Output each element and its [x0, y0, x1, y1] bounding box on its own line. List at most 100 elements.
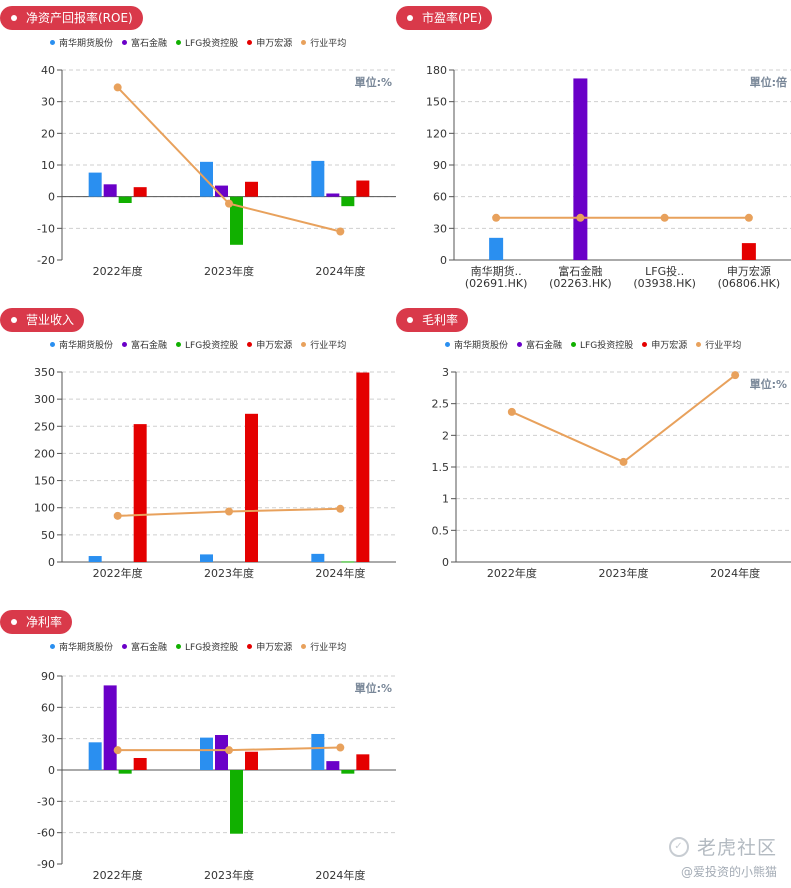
legend-swatch: [122, 342, 128, 347]
bullet-icon: [407, 15, 413, 21]
legend-item-lfg[interactable]: LFG投资控股: [571, 338, 633, 351]
bullet-icon: [11, 15, 17, 21]
y-tick-label: 30: [433, 222, 447, 235]
x-tick-label: 申万宏源: [727, 264, 771, 278]
x-tick-label: 南华期货..: [471, 264, 522, 278]
bar: [326, 193, 340, 197]
bar: [230, 770, 243, 834]
net-title: 净利率: [26, 615, 63, 629]
average-point: [507, 407, 516, 416]
legend-swatch: [247, 644, 253, 649]
y-tick-label: -10: [37, 222, 55, 235]
average-point: [113, 511, 122, 520]
y-tick-label: 300: [34, 393, 55, 406]
average-point: [619, 457, 628, 466]
legend-item-average[interactable]: 行业平均: [301, 338, 346, 351]
legend-item-fushi[interactable]: 富石金融: [122, 36, 167, 49]
legend-item-nanhua[interactable]: 南华期货股份: [50, 36, 113, 49]
y-tick-label: 60: [41, 701, 55, 714]
y-tick-label: 40: [41, 64, 55, 77]
bar: [741, 243, 756, 260]
average-point: [492, 213, 501, 222]
bar: [88, 742, 102, 770]
pe-title: 市盈率(PE): [422, 11, 483, 25]
y-tick-label: 100: [34, 502, 55, 515]
y-tick-label: 2.5: [432, 398, 450, 411]
legend-item-fushi[interactable]: 富石金融: [122, 640, 167, 653]
legend-item-lfg[interactable]: LFG投资控股: [176, 338, 238, 351]
legend-item-shenwan[interactable]: 申万宏源: [642, 338, 687, 351]
revenue-title-pill: 营业收入: [0, 308, 85, 332]
gross-legend: 南华期货股份 富石金融 LFG投资控股 申万宏源 行业平均: [445, 338, 750, 351]
roe-chart: -20 -10 0 10 20 30 40 單位:% 2022年度 2023年度 2024年度: [37, 64, 396, 278]
legend-item-nanhua[interactable]: 南华期货股份: [50, 640, 113, 653]
legend-item-average[interactable]: 行业平均: [301, 640, 346, 653]
y-tick-label: 0: [48, 191, 55, 204]
legend-item-average[interactable]: 行业平均: [301, 36, 346, 49]
average-point: [336, 743, 345, 752]
legend-item-shenwan[interactable]: 申万宏源: [247, 36, 292, 49]
average-point: [113, 746, 122, 755]
y-tick-label: 250: [34, 420, 55, 433]
net-panel: 净利率 南华期货股份 富石金融 LFG投资控股 申万宏源 行业平均 -90 -60 -30 0…: [0, 610, 400, 888]
x-tick-label: 2022年度: [93, 868, 143, 882]
legend-item-fushi[interactable]: 富石金融: [517, 338, 562, 351]
legend-swatch: [247, 40, 253, 45]
y-tick-label: 60: [433, 191, 447, 204]
legend-swatch: [517, 342, 523, 347]
gross-title-pill: 毛利率: [396, 308, 469, 332]
unit-label: 單位:%: [750, 377, 787, 391]
bar: [103, 685, 117, 770]
legend-swatch: [642, 342, 648, 347]
y-tick-label: -30: [37, 795, 55, 808]
average-line: [511, 374, 736, 464]
legend-swatch: [176, 40, 182, 45]
watermark: ✓ 老虎社区 @爱投资的小熊猫: [668, 833, 777, 880]
watermark-user: @爱投资的小熊猫: [680, 865, 777, 879]
x-tick-label: 2023年度: [204, 566, 254, 580]
y-tick-label: 30: [41, 96, 55, 109]
legend-swatch: [247, 342, 253, 347]
bar: [356, 754, 370, 770]
legend-item-shenwan[interactable]: 申万宏源: [247, 640, 292, 653]
bar: [103, 184, 117, 197]
pe-panel: 市盈率(PE) 0 30 60 90 120 150 180 單位:倍 南华期货.. (02691…: [396, 6, 791, 296]
y-tick-label: 1: [442, 493, 449, 506]
bar: [200, 554, 213, 562]
average-point: [731, 371, 740, 380]
legend-item-nanhua[interactable]: 南华期货股份: [50, 338, 113, 351]
net-chart: -90 -60 -30 0 30 60 90 單位:% 2022年度 2023年度 2024年度: [37, 670, 396, 882]
y-tick-label: 0: [440, 254, 447, 267]
legend-item-shenwan[interactable]: 申万宏源: [247, 338, 292, 351]
average-point: [576, 213, 585, 222]
net-legend: 南华期货股份 富石金融 LFG投资控股 申万宏源 行业平均: [50, 640, 355, 653]
gross-chart: 0 0.5 1 1.5 2 2.5 3 單位:% 2022年度 2023年度 2024年度: [432, 366, 791, 580]
y-tick-label: 0: [48, 764, 55, 777]
average-point: [744, 213, 753, 222]
y-tick-label: 10: [41, 159, 55, 172]
bar: [311, 160, 325, 197]
y-tick-label: 90: [433, 159, 447, 172]
legend-item-fushi[interactable]: 富石金融: [122, 338, 167, 351]
average-point: [225, 746, 233, 755]
legend-swatch: [176, 342, 182, 347]
y-tick-label: 150: [426, 96, 447, 109]
x-tick-label: 富石金融: [558, 264, 602, 278]
legend-item-lfg[interactable]: LFG投资控股: [176, 36, 238, 49]
bar: [200, 737, 213, 770]
x-tick-label: 2024年度: [710, 566, 760, 580]
legend-swatch: [50, 342, 55, 347]
average-point: [660, 213, 669, 222]
y-tick-label: -90: [37, 858, 55, 871]
bullet-icon: [11, 317, 17, 323]
legend-item-average[interactable]: 行业平均: [696, 338, 741, 351]
gross-panel: 毛利率 南华期货股份 富石金融 LFG投资控股 申万宏源 行业平均 0 0.5 1 1.5 2 2…: [396, 308, 791, 588]
legend-item-nanhua[interactable]: 南华期货股份: [445, 338, 508, 351]
legend-item-lfg[interactable]: LFG投资控股: [176, 640, 238, 653]
y-tick-label: -60: [37, 827, 55, 840]
legend-swatch: [122, 644, 128, 649]
y-tick-label: 350: [34, 366, 55, 379]
bullet-icon: [407, 317, 413, 323]
x-tick-sublabel: (06806.HK): [718, 277, 781, 290]
